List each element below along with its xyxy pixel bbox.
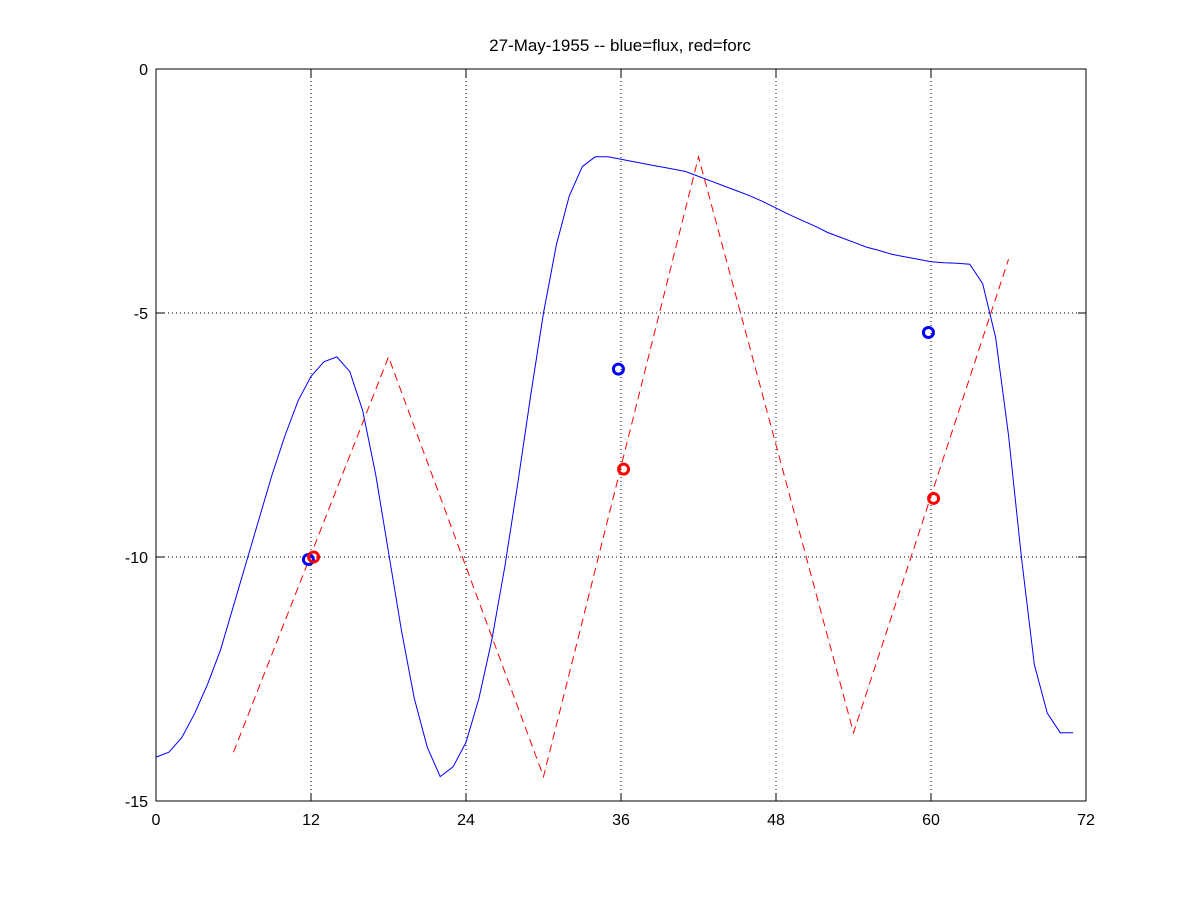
chart-title: 27-May-1955 -- blue=flux, red=forc — [489, 36, 751, 55]
y-tick-label: -5 — [134, 306, 148, 323]
flux-marker — [611, 362, 625, 376]
y-tick-label: 0 — [139, 62, 148, 79]
y-tick-label: -10 — [125, 550, 148, 567]
forc-marker — [927, 491, 941, 505]
plot-series — [155, 154, 1074, 779]
forc-marker — [617, 462, 631, 476]
x-tick-label: 60 — [922, 812, 940, 829]
forc-marker — [307, 550, 321, 564]
x-tick-label: 36 — [612, 812, 630, 829]
flux-series-line — [155, 156, 1074, 778]
x-tick-label: 0 — [152, 812, 161, 829]
x-tick-label: 72 — [1077, 812, 1095, 829]
forc-series-line — [233, 154, 1009, 779]
x-tick-label: 12 — [302, 812, 320, 829]
plot-markers — [301, 326, 941, 566]
grid-lines — [156, 69, 1086, 801]
x-tick-label: 24 — [457, 812, 475, 829]
axis-ticks: 0 12 24 36 48 60 72 0 -5 -10 -15 — [125, 62, 1095, 829]
y-tick-label: -15 — [125, 794, 148, 811]
flux-marker — [921, 326, 935, 340]
x-tick-label: 48 — [767, 812, 785, 829]
